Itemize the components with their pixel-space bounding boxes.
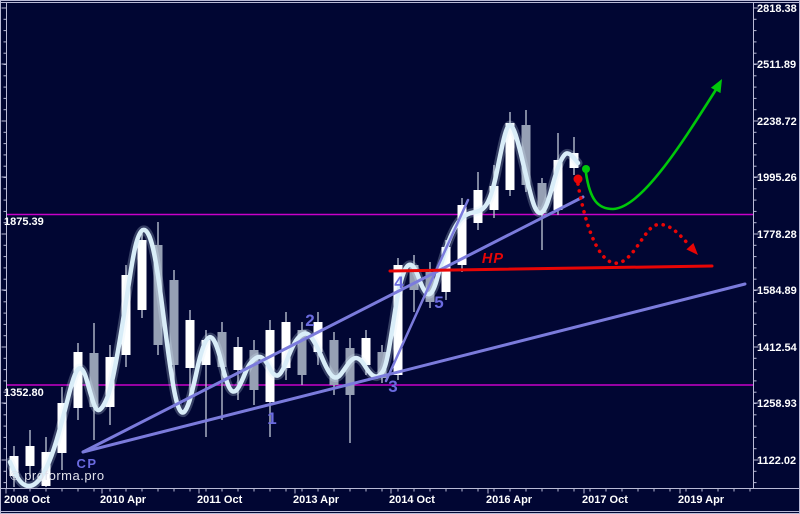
trendline-fan-upper[interactable] <box>81 195 585 454</box>
bullish-projection-arrow[interactable] <box>582 79 722 211</box>
candlesticks <box>9 110 579 487</box>
candle-body <box>233 347 243 370</box>
x-axis-label: 2013 Apr <box>293 494 340 506</box>
y-axis-label: 1122.02 <box>757 455 796 467</box>
candle-body <box>409 265 419 290</box>
x-axis: 2008 Oct 2010 Apr 2011 Oct 2013 Apr 2014 Oct… <box>4 488 751 506</box>
candle-body <box>473 190 483 223</box>
moving-average-glow <box>7 120 583 488</box>
candle-body <box>217 332 227 367</box>
wave-label-4[interactable]: 4 <box>394 273 404 292</box>
wave-label-5[interactable]: 5 <box>434 293 443 312</box>
candle-body <box>521 125 531 185</box>
candle-body <box>201 340 211 365</box>
candle-body <box>73 352 83 408</box>
bearish-projection-arrow[interactable] <box>573 174 699 265</box>
bearish-start-dot <box>573 174 583 184</box>
candle-body <box>505 123 515 190</box>
x-axis-label: 2010 Apr <box>100 494 147 506</box>
x-axis-label: 2016 Apr <box>486 494 533 506</box>
y-axis: 2818.38 2511.89 2238.72 1995.26 1778.28 1584.… <box>1 3 798 484</box>
candle-body <box>553 160 563 210</box>
candle-body <box>185 320 195 368</box>
bearish-arrowhead <box>686 243 698 255</box>
y-axis-label: 2818.38 <box>757 3 797 15</box>
y-axis-label: 1412.54 <box>757 342 798 354</box>
bullish-start-dot <box>582 165 590 173</box>
trendline-fan-lower[interactable] <box>81 282 747 454</box>
hp-resistance-line[interactable] <box>388 264 714 273</box>
x-axis-label: 2011 Oct <box>197 494 243 506</box>
moving-average-curve <box>7 122 581 488</box>
y-axis-label: 1995.26 <box>757 172 797 184</box>
plot-area[interactable] <box>7 79 754 488</box>
price-level-label-lower: 1352.80 <box>4 387 44 399</box>
candle-body <box>329 340 339 385</box>
x-axis-label: 2019 Apr <box>678 494 725 506</box>
price-level-label-upper: 1875.39 <box>4 216 44 228</box>
candle-body <box>249 350 259 390</box>
candle-body <box>489 186 499 210</box>
annotations: CP 1 2 3 4 5 HP <box>76 251 504 471</box>
hp-label[interactable]: HP <box>482 251 504 267</box>
x-axis-label: 2008 Oct <box>4 494 50 506</box>
y-axis-label: 2238.72 <box>757 116 797 128</box>
candle-body <box>89 353 99 407</box>
x-axis-label: 2014 Oct <box>389 494 435 506</box>
candle-body <box>425 272 435 302</box>
y-axis-label: 1584.89 <box>757 285 797 297</box>
wave-label-1[interactable]: 1 <box>267 409 276 428</box>
candle-body <box>537 183 547 213</box>
y-axis-label: 2511.89 <box>757 59 796 71</box>
candle-body <box>25 446 35 466</box>
candle-body <box>169 280 179 365</box>
watermark: © proforma.pro <box>10 468 105 483</box>
candle-body <box>137 240 147 310</box>
candle-body <box>377 352 387 378</box>
candle-body <box>313 322 323 352</box>
candle-body <box>153 245 163 345</box>
bullish-arrowhead <box>710 79 722 94</box>
candle-body <box>457 205 467 265</box>
wave-label-3[interactable]: 3 <box>388 377 397 396</box>
wave-label-2[interactable]: 2 <box>305 311 314 330</box>
candle-body <box>281 322 291 368</box>
x-axis-label: 2017 Oct <box>582 494 628 506</box>
origin-cp-label[interactable]: CP <box>76 456 97 471</box>
candle-body <box>297 330 307 375</box>
y-axis-label: 1258.93 <box>757 398 797 410</box>
candle-body <box>361 338 371 365</box>
candle-body <box>393 265 403 375</box>
trendline-wave3-steep[interactable] <box>384 198 470 383</box>
y-axis-label: 1778.28 <box>757 229 797 241</box>
candle-body <box>345 348 355 395</box>
